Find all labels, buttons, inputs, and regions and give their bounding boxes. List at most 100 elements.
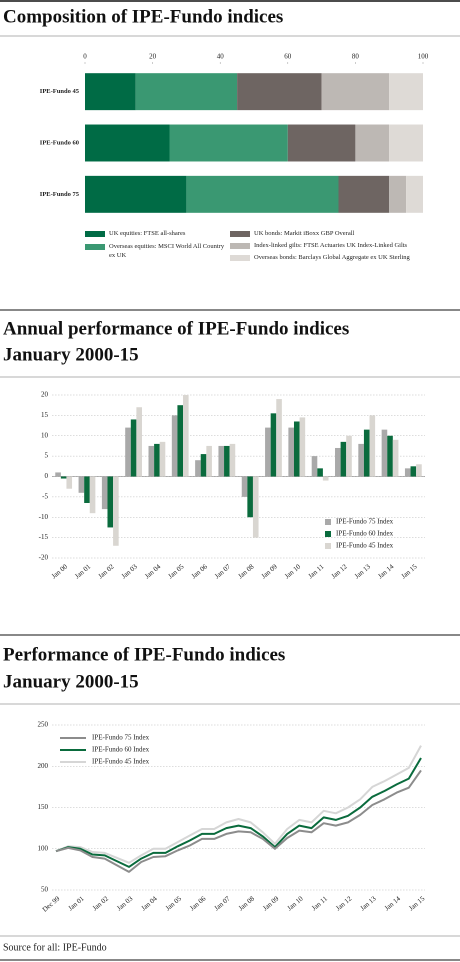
legend-swatch xyxy=(230,243,250,249)
legend-swatch xyxy=(230,255,250,261)
legend-swatch xyxy=(85,244,105,250)
bar xyxy=(89,476,96,514)
bar xyxy=(410,466,417,477)
bar-segment xyxy=(389,175,407,213)
legend-label: IPE-Fundo 60 Index xyxy=(336,530,394,538)
bar xyxy=(183,395,189,477)
bar xyxy=(154,443,160,477)
series-line xyxy=(55,769,422,873)
bar xyxy=(299,417,306,477)
x-tick-label: Jan 10 xyxy=(286,894,305,912)
legend-label: IPE-Fundo 75 Index xyxy=(336,518,394,526)
legend-label: IPE-Fundo 60 Index xyxy=(92,746,150,754)
series-line xyxy=(55,757,422,868)
bar xyxy=(322,476,329,481)
x-tick-label: 40 xyxy=(217,53,225,61)
y-tick-label: 100 xyxy=(38,844,49,852)
x-tick-label: Jan 03 xyxy=(120,562,139,580)
bar xyxy=(200,454,207,477)
x-tick-label: Jan 04 xyxy=(140,894,159,912)
x-tick-label: Jan 08 xyxy=(236,562,255,580)
legend-label-box: UK equities: FTSE all-shares xyxy=(109,230,186,237)
y-tick-label: -5 xyxy=(42,492,48,500)
bar-segment xyxy=(406,175,423,213)
x-tick-label: 20 xyxy=(149,53,157,61)
legend-label: Overseas equities: MSCI World All Countr… xyxy=(109,243,225,259)
legend-label: IPE-Fundo 75 Index xyxy=(92,734,150,742)
x-tick-label: Jan 06 xyxy=(188,894,207,912)
bar xyxy=(130,419,137,477)
x-tick-label: Jan 15 xyxy=(407,894,426,912)
legend-label-box: UK bonds: Markit iBoxx GBP Overall xyxy=(254,230,355,237)
legend-label: Overseas bonds: Barclays Global Aggregat… xyxy=(254,254,410,261)
y-tick-label: -20 xyxy=(39,554,49,562)
x-tick-label: Jan 14 xyxy=(383,894,402,912)
x-tick-label: Jan 09 xyxy=(261,894,280,912)
bar xyxy=(381,429,388,477)
bar xyxy=(293,421,300,477)
legend-swatch xyxy=(230,231,250,237)
bar xyxy=(78,476,85,493)
legend-label-box: Overseas equities: MSCI World All Countr… xyxy=(109,243,225,259)
bar xyxy=(358,443,364,477)
legend-swatch xyxy=(325,543,331,549)
x-tick-label: Jan 14 xyxy=(376,562,395,580)
bar-segment xyxy=(85,124,170,162)
bar-segment xyxy=(321,73,390,111)
bar xyxy=(317,468,323,477)
legend-label: UK equities: FTSE all-shares xyxy=(109,230,186,237)
x-tick-label: Jan 06 xyxy=(190,562,209,580)
x-tick-label: Jan 05 xyxy=(164,894,183,912)
x-tick-label: Jan 04 xyxy=(143,562,162,580)
bar xyxy=(206,445,212,477)
bar xyxy=(387,435,393,477)
legend-label-box: Index-linked gilts: FTSE Actuaries UK In… xyxy=(254,242,407,249)
bar-segment xyxy=(85,73,136,111)
category-label: IPE-Fundo 60 xyxy=(40,139,79,146)
bar xyxy=(265,427,271,477)
x-tick-label: Jan 11 xyxy=(310,894,329,912)
x-tick-label: Dec 99 xyxy=(41,894,62,913)
legend-label: IPE-Fundo 45 Index xyxy=(336,542,394,550)
bar xyxy=(270,413,277,477)
bar xyxy=(252,476,259,538)
bar xyxy=(66,476,73,489)
bar xyxy=(346,435,352,477)
bar xyxy=(335,447,341,477)
x-tick-label: Jan 01 xyxy=(73,562,92,580)
category-label: IPE-Fundo 45 xyxy=(40,88,80,95)
bar xyxy=(84,476,90,503)
bar xyxy=(340,441,347,477)
x-tick-label: 100 xyxy=(418,53,429,61)
x-tick-label: Jan 07 xyxy=(213,894,232,912)
x-tick-label: 0 xyxy=(83,53,87,61)
x-tick-label: 60 xyxy=(284,53,292,61)
bar-segment xyxy=(186,175,339,213)
legend-label: UK bonds: Markit iBoxx GBP Overall xyxy=(254,230,355,237)
bar xyxy=(60,476,67,479)
bar-segment xyxy=(389,124,423,162)
x-tick-label: Jan 07 xyxy=(213,562,232,580)
y-tick-label: 20 xyxy=(41,391,49,399)
category-label: IPE-Fundo 75 xyxy=(40,191,80,198)
bar xyxy=(159,441,166,477)
y-tick-label: 5 xyxy=(45,452,49,460)
y-tick-label: 250 xyxy=(38,721,49,729)
bar xyxy=(241,476,248,497)
y-tick-label: -15 xyxy=(39,533,49,541)
x-tick-label: Jan 03 xyxy=(115,894,134,912)
x-tick-label: Jan 11 xyxy=(307,562,326,580)
bar xyxy=(288,427,294,477)
bar xyxy=(404,468,411,477)
series-line xyxy=(55,745,422,864)
legend-label: IPE-Fundo 45 Index xyxy=(92,758,150,766)
legend-label-box: Overseas bonds: Barclays Global Aggregat… xyxy=(254,254,410,261)
x-tick-label: Jan 12 xyxy=(334,894,353,912)
bar xyxy=(148,445,155,477)
x-tick-label: Jan 09 xyxy=(260,562,279,580)
bar xyxy=(55,472,61,477)
bar xyxy=(171,415,178,477)
y-tick-label: 0 xyxy=(45,472,49,480)
bar xyxy=(224,445,230,477)
